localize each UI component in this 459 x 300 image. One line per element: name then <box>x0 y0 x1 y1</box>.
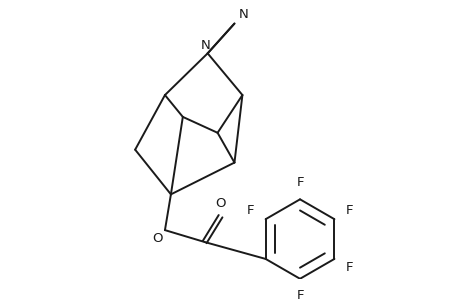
Text: N: N <box>201 39 210 52</box>
Text: F: F <box>296 289 303 300</box>
Text: O: O <box>215 197 225 210</box>
Text: F: F <box>345 204 352 217</box>
Text: O: O <box>151 232 162 245</box>
Text: N: N <box>238 8 248 21</box>
Text: F: F <box>345 261 352 274</box>
Text: F: F <box>246 204 254 217</box>
Text: F: F <box>296 176 303 189</box>
